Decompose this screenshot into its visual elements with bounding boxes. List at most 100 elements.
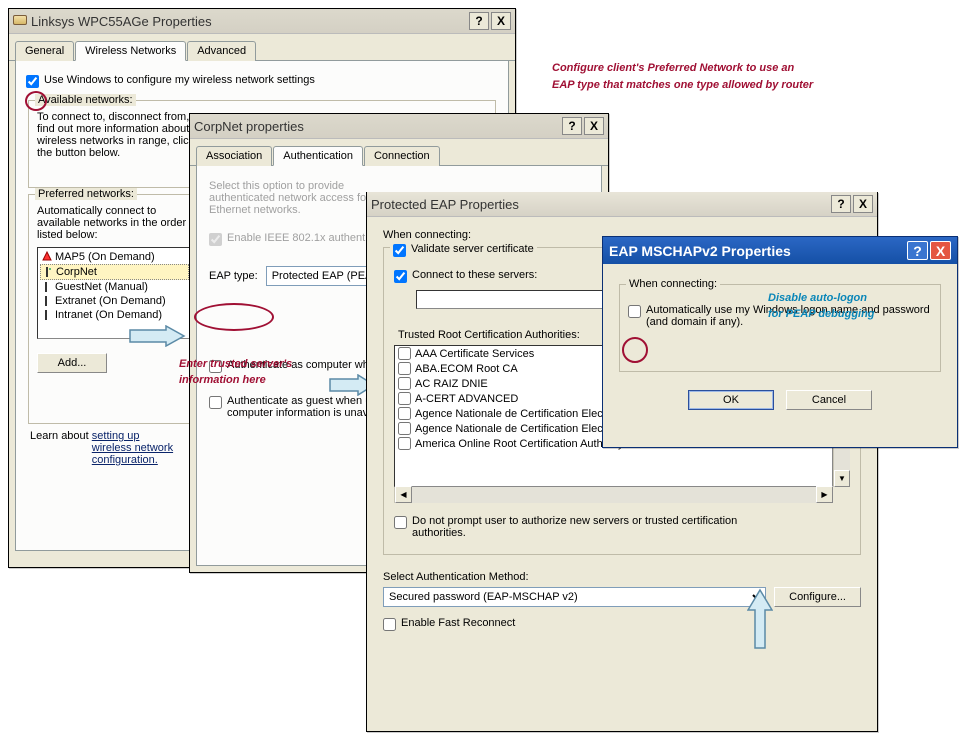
checkbox-input[interactable] bbox=[26, 75, 39, 88]
linksys-icon bbox=[13, 15, 27, 25]
annotation-circle-eaptype bbox=[194, 303, 274, 331]
list-item[interactable]: Extranet (On Demand) bbox=[40, 294, 189, 308]
checkbox-label: Connect to these servers: bbox=[412, 269, 537, 281]
tab-wireless-networks[interactable]: Wireless Networks bbox=[75, 41, 186, 61]
tab-general[interactable]: General bbox=[15, 41, 74, 61]
titlebar-corpnet: CorpNet properties ? X bbox=[190, 114, 608, 139]
annotation-text: for PEAP debugging bbox=[768, 306, 875, 322]
checkbox-label: Enable Fast Reconnect bbox=[401, 617, 515, 629]
help-button[interactable]: ? bbox=[562, 117, 582, 135]
close-button[interactable]: X bbox=[930, 241, 951, 260]
annotation-circle-checkbox bbox=[25, 91, 47, 111]
tab-authentication[interactable]: Authentication bbox=[273, 146, 363, 166]
preferred-text: Automatically connect to available netwo… bbox=[37, 205, 197, 241]
tabrow-linksys: General Wireless Networks Advanced bbox=[9, 34, 515, 61]
checkbox-input[interactable] bbox=[383, 618, 396, 631]
checkbox-input[interactable] bbox=[393, 244, 406, 257]
checkbox-input[interactable] bbox=[398, 407, 411, 420]
checkbox-input[interactable] bbox=[398, 422, 411, 435]
checkbox-input[interactable] bbox=[394, 270, 407, 283]
titlebar-linksys: Linksys WPC55AGe Properties ? X bbox=[9, 9, 515, 34]
auth-method-row: Secured password (EAP-MSCHAP v2) Configu… bbox=[383, 587, 861, 607]
checkbox-no-prompt[interactable]: Do not prompt user to authorize new serv… bbox=[394, 515, 850, 539]
checkbox-label: Use Windows to configure my wireless net… bbox=[44, 74, 315, 86]
configure-button[interactable]: Configure... bbox=[774, 587, 861, 607]
tab-association[interactable]: Association bbox=[196, 146, 272, 166]
titlebar-mschapv2: EAP MSCHAPv2 Properties ? X bbox=[603, 237, 957, 264]
annotation-text: Disable auto-logon bbox=[768, 290, 875, 306]
checkbox-validate-cert[interactable]: Validate server certificate bbox=[390, 243, 537, 257]
ok-button[interactable]: OK bbox=[688, 390, 774, 410]
annotation-text: information here bbox=[179, 372, 292, 388]
add-button[interactable]: Add... bbox=[37, 353, 107, 373]
network-icon bbox=[42, 251, 52, 263]
checkbox-input[interactable] bbox=[398, 392, 411, 405]
checkbox-input bbox=[209, 233, 222, 246]
checkbox-input[interactable] bbox=[398, 362, 411, 375]
select-auth-label: Select Authentication Method: bbox=[383, 571, 861, 583]
cert-label: AAA Certificate Services bbox=[415, 348, 534, 360]
close-button[interactable]: X bbox=[853, 195, 873, 213]
help-button[interactable]: ? bbox=[831, 195, 851, 213]
annotation-right: Disable auto-logon for PEAP debugging bbox=[768, 290, 875, 322]
scroll-left-button[interactable]: ◀ bbox=[395, 486, 412, 503]
checkbox-input[interactable] bbox=[209, 396, 222, 409]
network-icon bbox=[42, 281, 52, 293]
cert-label: AC RAIZ DNIE bbox=[415, 378, 488, 390]
dialog-body: When connecting: Automatically use my Wi… bbox=[603, 264, 957, 420]
titlebar-peap: Protected EAP Properties ? X bbox=[367, 192, 877, 217]
arrow-corpnet bbox=[128, 325, 186, 347]
list-item[interactable]: MAP5 (On Demand) bbox=[40, 250, 189, 264]
group-legend: When connecting: bbox=[626, 278, 720, 290]
close-button[interactable]: X bbox=[584, 117, 604, 135]
arrow-up-configure bbox=[747, 588, 773, 650]
annotation-top: Configure client's Preferred Network to … bbox=[552, 60, 813, 94]
cert-label: A-CERT ADVANCED bbox=[415, 393, 518, 405]
checkbox-input[interactable] bbox=[398, 377, 411, 390]
checkbox-input[interactable] bbox=[398, 437, 411, 450]
close-button[interactable]: X bbox=[491, 12, 511, 30]
checkbox-use-windows[interactable]: Use Windows to configure my wireless net… bbox=[26, 74, 498, 88]
checkbox-label: Validate server certificate bbox=[411, 243, 534, 255]
auth-method-select[interactable]: Secured password (EAP-MSCHAP v2) bbox=[383, 587, 766, 607]
scroll-right-button[interactable]: ▶ bbox=[816, 486, 833, 503]
cancel-button[interactable]: Cancel bbox=[786, 390, 872, 410]
checkbox-input[interactable] bbox=[394, 516, 407, 529]
annotation-text: Enter trusted server's bbox=[179, 356, 292, 372]
list-item-selected[interactable]: CorpNet bbox=[40, 264, 189, 280]
tab-advanced[interactable]: Advanced bbox=[187, 41, 256, 61]
cert-label: America Online Root Certification Author… bbox=[415, 438, 633, 450]
window-title: Protected EAP Properties bbox=[371, 197, 829, 212]
window-title: Linksys WPC55AGe Properties bbox=[31, 14, 467, 29]
servers-input[interactable] bbox=[416, 290, 616, 309]
network-icon bbox=[43, 266, 53, 278]
window-title: EAP MSCHAPv2 Properties bbox=[609, 243, 905, 259]
group-legend: Preferred networks: bbox=[35, 188, 137, 200]
checkbox-label: Do not prompt user to authorize new serv… bbox=[412, 515, 772, 539]
annotation-circle-autologon bbox=[622, 337, 648, 363]
list-item[interactable]: GuestNet (Manual) bbox=[40, 280, 189, 294]
checkbox-input[interactable] bbox=[398, 347, 411, 360]
cert-label: ABA.ECOM Root CA bbox=[415, 363, 518, 375]
list-label: MAP5 (On Demand) bbox=[55, 251, 155, 263]
window-title: CorpNet properties bbox=[194, 119, 560, 134]
help-button[interactable]: ? bbox=[907, 241, 928, 260]
tabrow-corpnet: Association Authentication Connection bbox=[190, 139, 608, 166]
dialog-mschapv2: EAP MSCHAPv2 Properties ? X When connect… bbox=[602, 236, 958, 448]
tab-connection[interactable]: Connection bbox=[364, 146, 440, 166]
annotation-mid: Enter trusted server's information here bbox=[179, 356, 292, 388]
checkbox-fast-reconnect[interactable]: Enable Fast Reconnect bbox=[383, 617, 861, 631]
learn-link[interactable]: setting up wireless network configuratio… bbox=[92, 430, 182, 466]
help-button[interactable]: ? bbox=[469, 12, 489, 30]
network-icon bbox=[42, 295, 52, 307]
button-row: OK Cancel bbox=[617, 390, 943, 410]
list-item[interactable]: Intranet (On Demand) bbox=[40, 308, 189, 322]
scroll-down-button[interactable]: ▼ bbox=[834, 470, 850, 487]
scrollbar-h[interactable]: ◀ ▶ bbox=[394, 486, 833, 503]
list-label: Extranet (On Demand) bbox=[55, 295, 166, 307]
list-label: Intranet (On Demand) bbox=[55, 309, 162, 321]
annotation-text: Configure client's Preferred Network to … bbox=[552, 60, 813, 77]
checkbox-input[interactable] bbox=[628, 305, 641, 318]
available-text: To connect to, disconnect from, or find … bbox=[37, 111, 207, 159]
network-icon bbox=[42, 309, 52, 321]
